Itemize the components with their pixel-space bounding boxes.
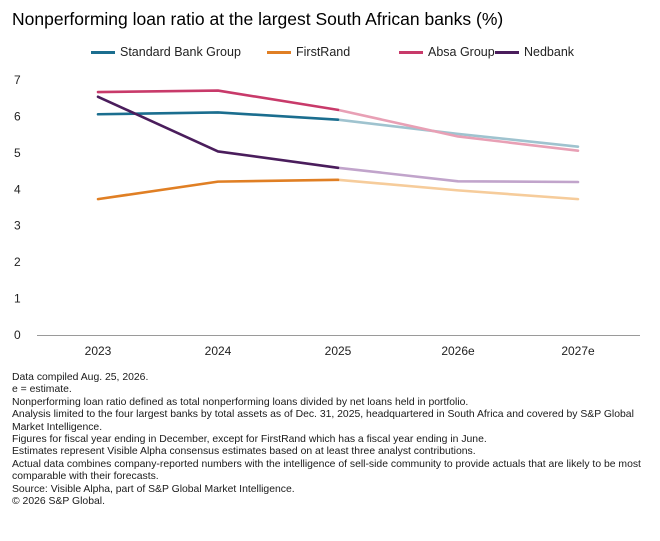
footnote-line: Data compiled Aug. 25, 2026. bbox=[12, 372, 149, 383]
legend-item: Absa Group bbox=[399, 45, 495, 59]
legend-swatch bbox=[495, 50, 519, 54]
y-tick-label: 5 bbox=[14, 146, 21, 160]
y-tick-label: 3 bbox=[14, 219, 21, 233]
x-tick-label: 2027e bbox=[561, 344, 595, 358]
footnote-line: Nonperforming loan ratio defined as tota… bbox=[12, 396, 469, 408]
footnote-line: © 2026 S&P Global. bbox=[12, 496, 105, 508]
chart-legend: Standard Bank Group FirstRand Absa Group Ne… bbox=[0, 45, 660, 63]
legend-label: Absa Group bbox=[428, 45, 495, 59]
x-tick-label: 2023 bbox=[85, 344, 112, 358]
series-estimate-line bbox=[336, 178, 580, 201]
series-estimate-line bbox=[336, 118, 580, 148]
series-estimate-line bbox=[336, 166, 580, 184]
series-actual-line bbox=[96, 89, 340, 112]
y-tick-label: 6 bbox=[14, 109, 21, 123]
legend-label: FirstRand bbox=[296, 45, 351, 59]
footnote-line: e = estimate. bbox=[12, 384, 72, 396]
y-tick-label: 4 bbox=[14, 182, 21, 196]
footnote-line: Estimates represent Visible Alpha consen… bbox=[12, 446, 476, 458]
legend-swatch bbox=[91, 50, 115, 54]
legend-label: Standard Bank Group bbox=[120, 45, 241, 59]
chart-notes: Data compiled Aug. 25, 2026. e = estimate… bbox=[12, 372, 648, 508]
legend-item: Nedbank bbox=[495, 45, 574, 59]
legend-swatch bbox=[399, 50, 423, 54]
chart-title: Nonperforming loan ratio at the largest … bbox=[12, 9, 504, 29]
x-tick-label: 2024 bbox=[205, 344, 232, 358]
legend-swatch bbox=[267, 50, 291, 54]
x-tick-label: 2025 bbox=[325, 344, 352, 358]
y-tick-label: 1 bbox=[14, 292, 21, 306]
series-estimate-line bbox=[336, 108, 580, 152]
line-chart: 0 1 2 3 4 5 6 7 2023 2024 2025 2026e 2027e bbox=[14, 73, 640, 358]
x-tick-label: 2026e bbox=[441, 344, 475, 358]
series-actual-line bbox=[96, 95, 340, 170]
footnote-line: Figures for fiscal year ending in Decemb… bbox=[12, 434, 487, 446]
y-tick-label: 2 bbox=[14, 255, 21, 269]
y-tick-label: 0 bbox=[14, 328, 21, 342]
legend-item: FirstRand bbox=[267, 45, 350, 59]
legend-label: Nedbank bbox=[524, 45, 575, 59]
legend-item: Standard Bank Group bbox=[91, 45, 241, 59]
footnote-line: Analysis limited to the four largest ban… bbox=[12, 409, 634, 433]
y-tick-label: 7 bbox=[14, 73, 21, 87]
series-actual-line bbox=[96, 178, 340, 201]
footnote-line: Source: Visible Alpha, part of S&P Globa… bbox=[12, 483, 295, 495]
footnote-line: Actual data combines company-reported nu… bbox=[12, 458, 641, 483]
